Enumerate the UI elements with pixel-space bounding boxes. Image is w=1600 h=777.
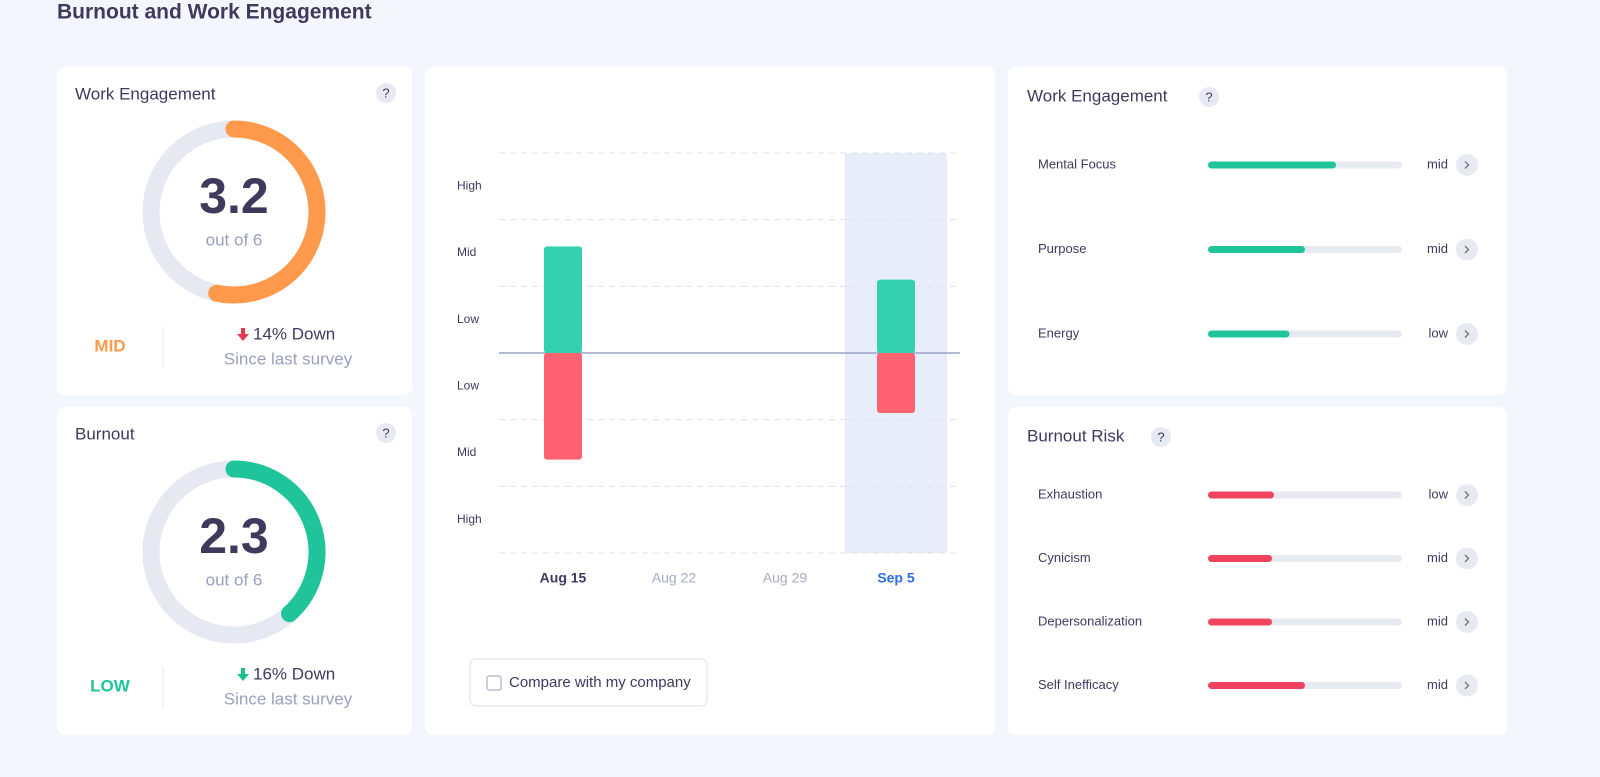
detail-button[interactable]: [1456, 547, 1478, 570]
factor-label: Mental Focus: [1038, 156, 1117, 171]
down-arrow: [237, 328, 249, 341]
help-icon-text: ?: [1157, 429, 1164, 444]
factor-label: Cynicism: [1038, 550, 1091, 565]
bar: [1208, 491, 1274, 499]
x-tick-label: Aug 29: [763, 570, 808, 586]
factor-level: mid: [1427, 156, 1448, 171]
card: [1008, 67, 1507, 395]
factor-label: Purpose: [1038, 241, 1086, 256]
detail-button[interactable]: [1456, 484, 1478, 506]
bar: [1208, 618, 1273, 626]
help-icon[interactable]: [1151, 427, 1171, 447]
chevron: [1464, 491, 1470, 499]
chevron: [1464, 554, 1470, 563]
factor-level: mid: [1427, 241, 1448, 256]
gauge-max: out of 6: [206, 230, 263, 249]
factor-label: Energy: [1038, 325, 1080, 340]
help-icon-text: ?: [1205, 89, 1212, 104]
change: 16% Down: [253, 664, 335, 683]
bar: [544, 246, 582, 353]
factor-level: mid: [1427, 613, 1448, 628]
detail-button[interactable]: [1456, 674, 1478, 697]
chevron: [1464, 681, 1470, 690]
gauge-arc: [225, 460, 326, 623]
y-tick-label: Low: [457, 379, 479, 393]
checkbox[interactable]: [486, 675, 502, 691]
factor-level: low: [1428, 486, 1448, 501]
chevron: [1464, 245, 1470, 254]
x-tick-label: Aug 22: [652, 570, 697, 586]
since: Since last survey: [224, 349, 353, 368]
help-icon[interactable]: [1199, 87, 1219, 107]
compare-button[interactable]: [469, 658, 708, 707]
bar: [1208, 161, 1337, 169]
x-tick-label: Sep 5: [877, 570, 915, 586]
help-icon[interactable]: [376, 83, 396, 103]
factor-label: Self Inefficacy: [1038, 677, 1119, 692]
card: [57, 407, 412, 735]
help-icon[interactable]: [376, 423, 396, 443]
compare-label: Compare with my company: [509, 674, 691, 691]
level: LOW: [90, 676, 131, 695]
bar: [544, 353, 582, 460]
panel-title: Work Engagement: [1027, 86, 1168, 105]
card: [1008, 407, 1507, 735]
y-tick-label: Mid: [457, 245, 476, 259]
page-title: Burnout and Work Engagement: [57, 1, 372, 24]
help-icon-text: ?: [382, 85, 389, 100]
panel-title: Burnout Risk: [1027, 426, 1125, 445]
factor-level: mid: [1427, 677, 1448, 692]
factor-label: Exhaustion: [1038, 486, 1102, 501]
bar: [1208, 555, 1273, 562]
bar: [1208, 682, 1305, 689]
change: 14% Down: [253, 324, 335, 343]
detail-button[interactable]: [1456, 238, 1478, 261]
help-icon-text: ?: [382, 425, 389, 440]
level: MID: [94, 336, 125, 355]
y-tick-label: Low: [457, 312, 479, 326]
factor-label: Depersonalization: [1038, 613, 1142, 628]
gauge-value: 2.3: [199, 508, 269, 564]
gauge-value: 3.2: [199, 168, 269, 224]
chevron: [1464, 330, 1470, 338]
factor-level: mid: [1427, 550, 1448, 565]
bar: [1208, 330, 1290, 338]
detail-button[interactable]: [1456, 323, 1478, 345]
bar: [877, 279, 915, 353]
bar: [877, 353, 915, 413]
factor-level: low: [1428, 325, 1448, 340]
chevron: [1464, 161, 1470, 169]
bar: [1208, 246, 1305, 253]
since: Since last survey: [224, 689, 353, 708]
gauge-arc: [208, 120, 326, 304]
gauge-max: out of 6: [206, 570, 263, 589]
detail-button[interactable]: [1456, 611, 1478, 633]
detail-button[interactable]: [1456, 154, 1478, 176]
card: [57, 67, 412, 395]
y-tick-label: High: [457, 512, 482, 526]
down-arrow: [237, 668, 249, 681]
y-tick-label: Mid: [457, 445, 476, 459]
x-tick-label: Aug 15: [540, 570, 587, 586]
chevron: [1464, 618, 1470, 626]
card-title: Work Engagement: [75, 84, 216, 103]
y-tick-label: High: [457, 179, 482, 193]
card-title: Burnout: [75, 424, 135, 443]
